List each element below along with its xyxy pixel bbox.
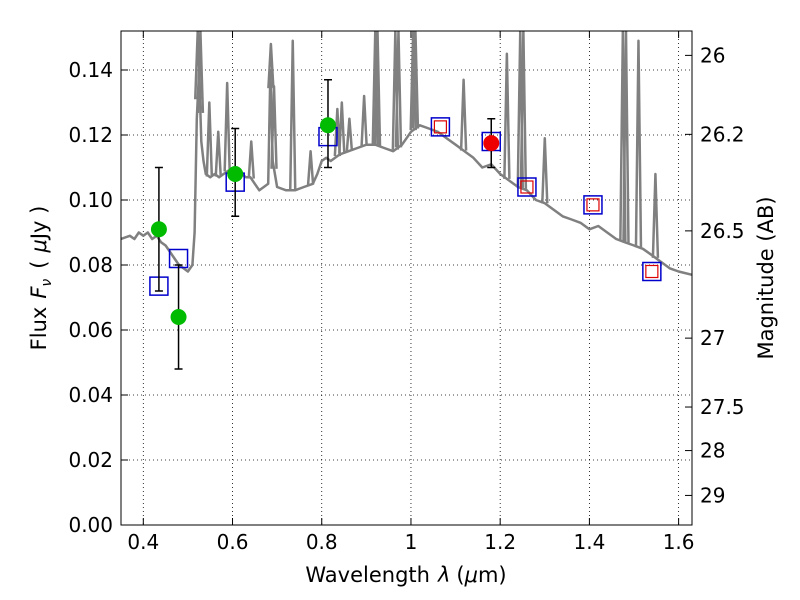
right-tick-label-3: 27 (700, 326, 725, 350)
emission-line-13 (360, 94, 368, 146)
x-tick-label-3: 1 (405, 530, 418, 554)
emission-line-15 (373, 31, 382, 146)
y-tick-label-2: 0.04 (68, 383, 113, 407)
emission-line-3 (214, 130, 222, 177)
emission-line-9 (306, 150, 315, 185)
x-axis-label: Wavelength λ (μm) (305, 563, 506, 587)
y-axis-label-nu: ν (39, 279, 55, 287)
emission-line-1 (196, 31, 205, 113)
observed-nir-point-0 (483, 135, 500, 152)
right-axis-label: Magnitude (AB) (754, 196, 778, 359)
y-tick-label-6: 0.12 (68, 123, 113, 147)
model-photometry-square-4 (430, 117, 451, 137)
right-tick-label-4: 27.5 (700, 395, 745, 419)
emission-line-8 (288, 39, 297, 191)
emission-line-27 (634, 39, 643, 248)
model-spectrum (121, 31, 692, 277)
x-tick-label-4: 1.2 (484, 530, 516, 554)
y-axis-label-word: Flux (27, 307, 51, 351)
emission-line-2 (205, 101, 214, 177)
emission-line-17 (394, 31, 403, 148)
y-axis-label-unit: Jy ) (27, 206, 51, 242)
model-photometry-square-8 (642, 261, 662, 282)
y-axis-label-f: F (27, 286, 51, 299)
y-axis-label: Flux Fν ( μJy ) (27, 206, 55, 351)
x-axis-label-unit: m) (478, 563, 507, 587)
observed-optical-point-1 (170, 309, 187, 325)
emission-line-19 (411, 31, 420, 129)
right-tick-label-6: 29 (700, 483, 725, 507)
x-axis-label-lambda: λ (437, 563, 450, 587)
red-square-1 (520, 180, 534, 194)
emission-line-5 (247, 140, 256, 179)
model-photometry-square-6 (517, 177, 537, 197)
emission-line-12 (345, 117, 354, 152)
right-tick-label-1: 26.2 (700, 122, 745, 146)
emission-line-23 (519, 31, 528, 189)
emission-line-21 (503, 52, 511, 179)
y-tick-label-5: 0.10 (68, 188, 113, 212)
emission-line-26 (622, 31, 630, 243)
axis-ticks: 0.4 0.6 0.8 1 1.2 1.4 1.6 0.00 0.02 0.04 0.06 0.08 0… (68, 31, 745, 554)
emission-line-6 (267, 42, 275, 89)
plot-frame (120, 30, 693, 526)
x-axis-label-mu: μ (464, 563, 478, 587)
x-tick-label-0: 0.4 (127, 530, 159, 554)
emission-line-11 (338, 101, 346, 154)
y-tick-label-3: 0.06 (68, 318, 113, 342)
x-tick-label-2: 0.8 (306, 530, 338, 554)
emission-line-20 (459, 78, 468, 151)
x-axis-label-open: ( (456, 563, 464, 587)
red-square-2 (586, 198, 600, 212)
right-tick-label-2: 26.5 (700, 219, 745, 243)
y-tick-label-1: 0.02 (68, 448, 113, 472)
emission-line-4 (223, 81, 231, 172)
y-tick-label-0: 0.00 (68, 513, 113, 537)
observed-optical-point-0 (150, 221, 167, 238)
y-axis-label-mu: μ (27, 239, 51, 253)
x-axis-label-word: Wavelength (305, 563, 430, 587)
right-tick-label-0: 26 (700, 43, 725, 67)
red-square-0 (433, 120, 448, 134)
red-square-3 (645, 264, 659, 279)
observed-optical-point-2 (227, 166, 244, 182)
y-tick-label-4: 0.08 (68, 253, 113, 277)
spectrum-continuum (121, 68, 692, 277)
x-tick-label-1: 0.6 (217, 530, 249, 554)
y-axis-label-open: ( (27, 261, 51, 269)
y-tick-label-7: 0.14 (68, 58, 113, 82)
model-photometry-square-7 (583, 195, 603, 215)
x-tick-label-6: 1.6 (663, 530, 695, 554)
x-tick-label-5: 1.4 (573, 530, 605, 554)
plot-background (121, 31, 692, 525)
right-tick-label-5: 28 (700, 439, 725, 463)
emission-line-7 (270, 85, 278, 169)
emission-line-28 (651, 172, 660, 258)
data-markers (149, 79, 662, 370)
observed-optical-point-3 (319, 117, 336, 134)
emission-line-24 (541, 137, 549, 204)
